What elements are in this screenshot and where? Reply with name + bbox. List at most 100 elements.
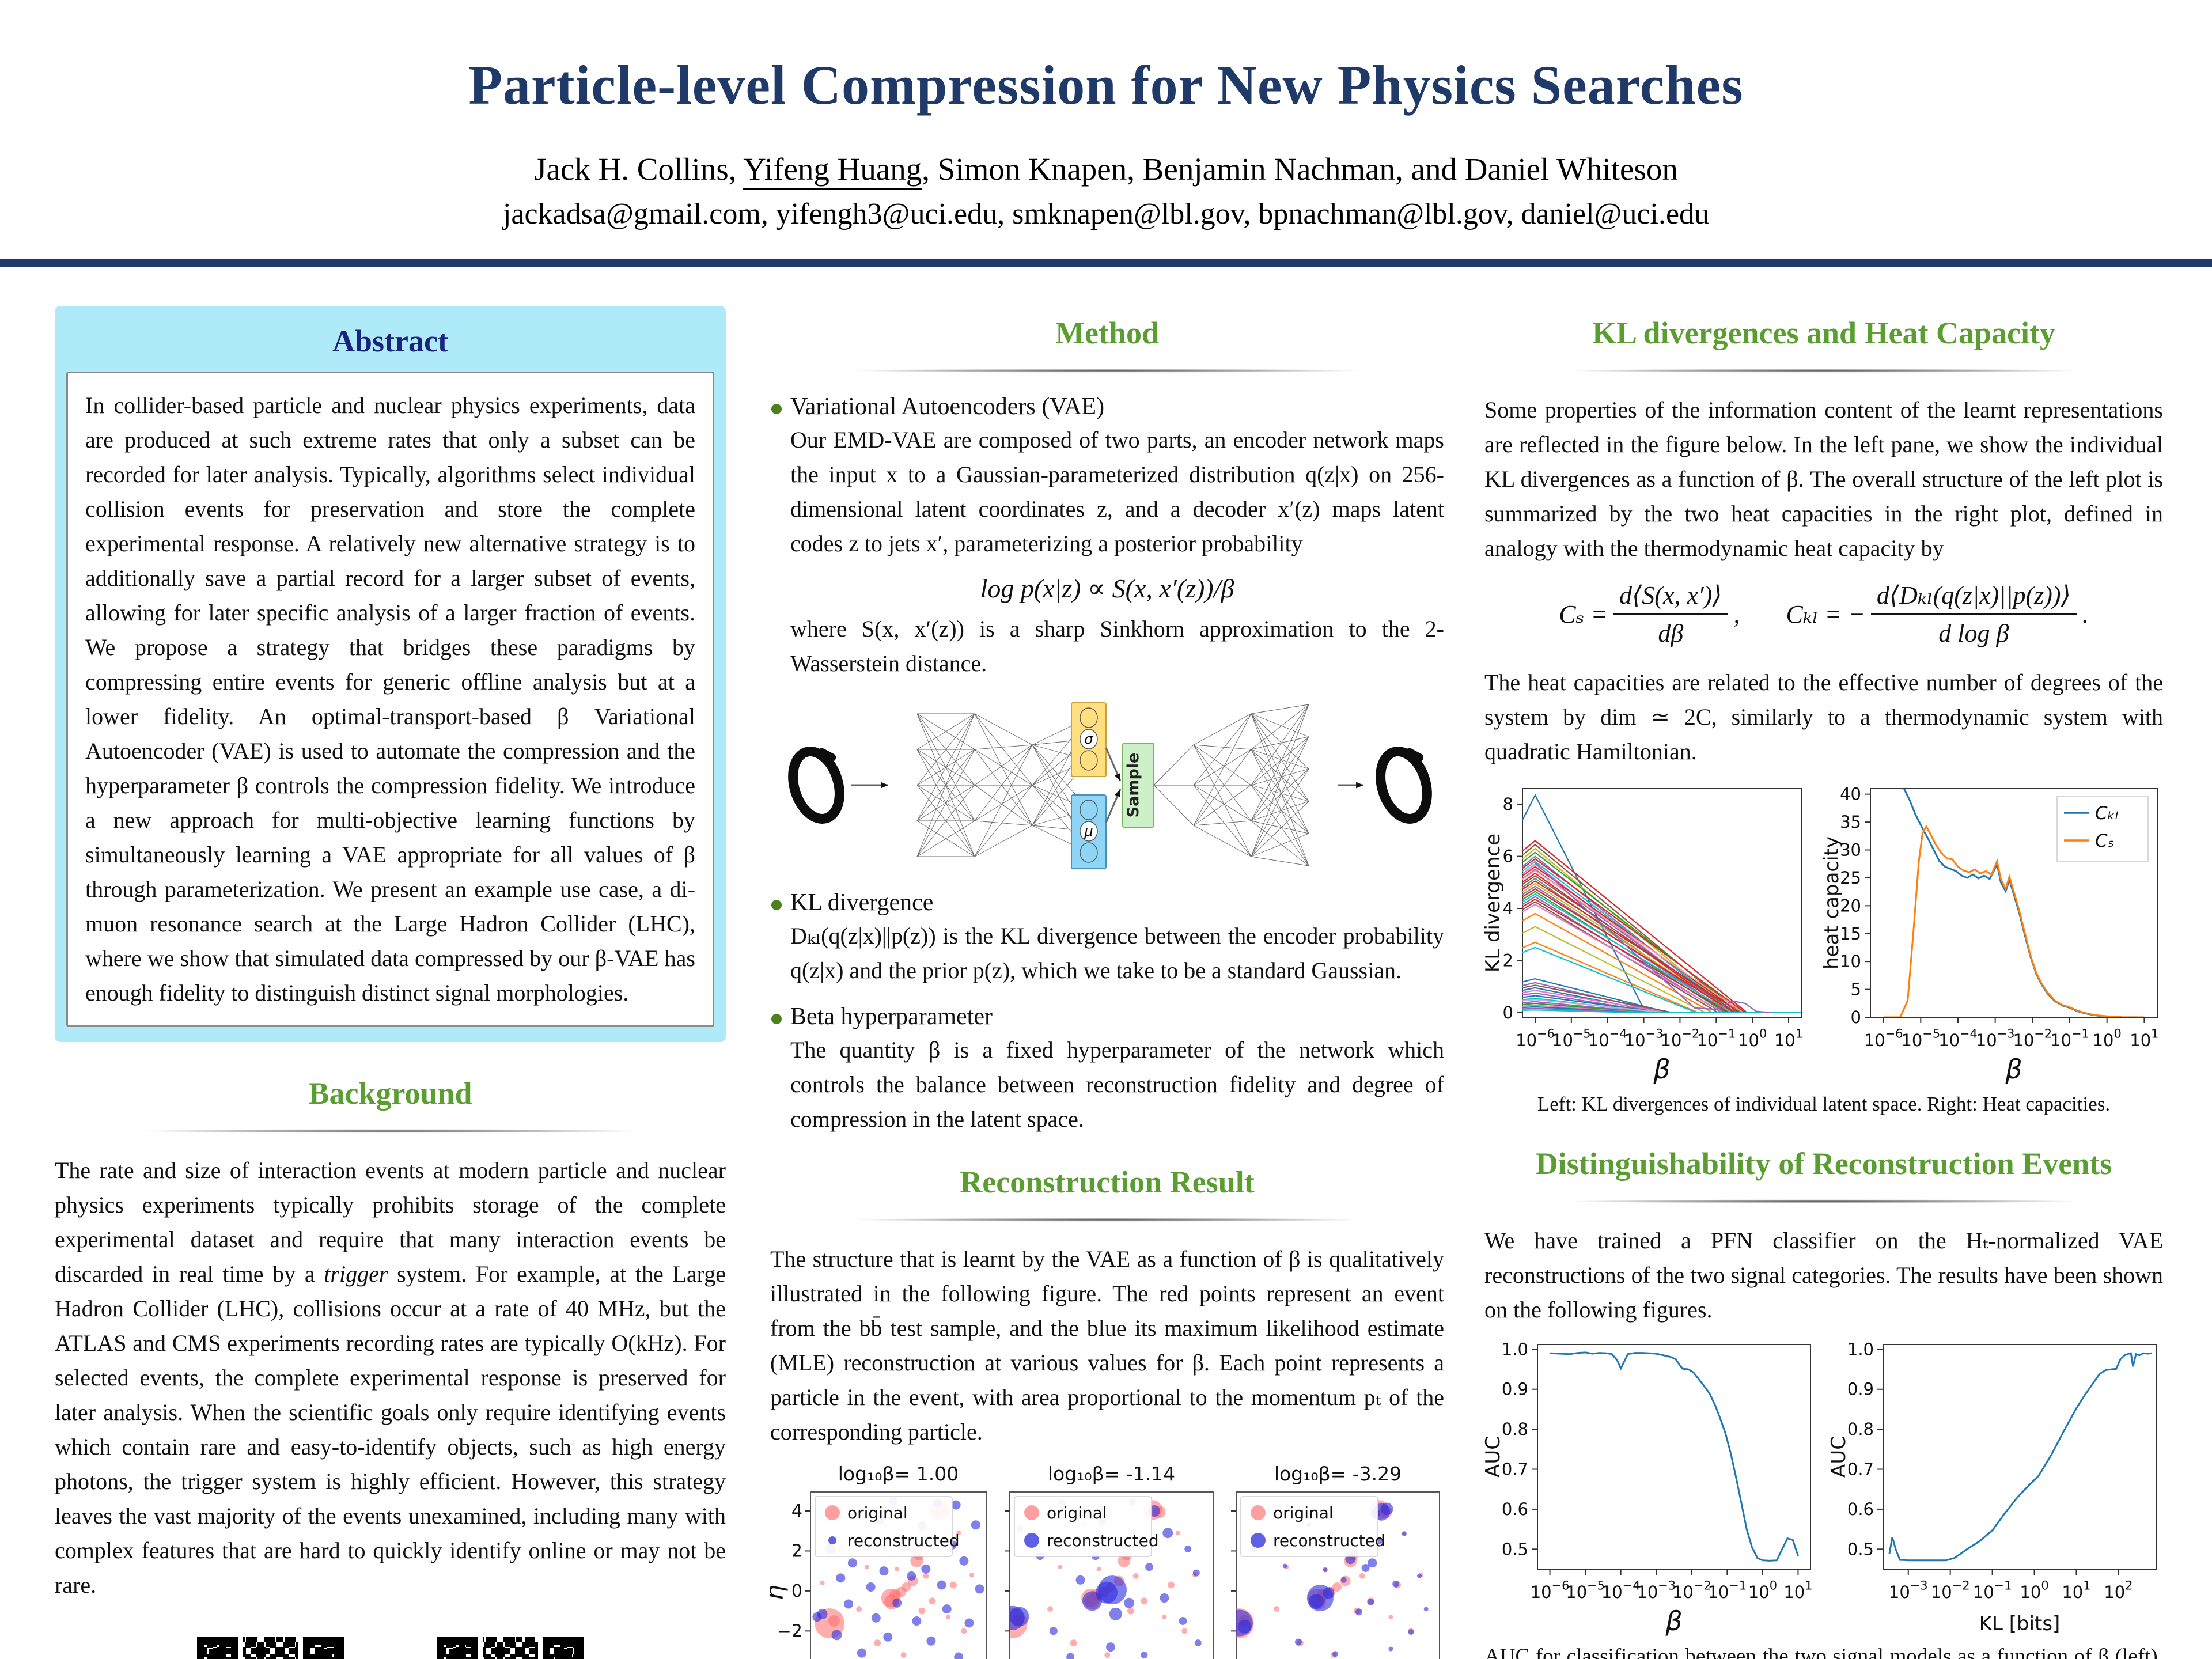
vae-bullet-after: where S(x, x′(z)) is a sharp Sinkhorn ap…	[790, 616, 1444, 676]
cs-numerator: d⟨S(x, x′)⟩	[1613, 581, 1728, 615]
svg-text:reconstructed: reconstructed	[1047, 1531, 1159, 1550]
vae-architecture-diagram: σ μ Sample	[788, 702, 1432, 869]
svg-text:AUC: AUC	[1484, 1436, 1505, 1478]
svg-text:4: 4	[791, 1501, 802, 1521]
svg-text:0: 0	[791, 1581, 802, 1601]
section-divider	[770, 1217, 1444, 1222]
header-rule	[0, 259, 2212, 267]
svg-text:15: 15	[1840, 924, 1861, 944]
qr-item-github: Github Repo	[430, 1631, 590, 1659]
klheat-body2: The heat capacities are related to the e…	[1484, 669, 2163, 764]
ckl-equation: Cₖₗ = − d⟨Dₖₗ(q(z|x)||p(z))⟩ d log β .	[1786, 581, 2088, 648]
cs-equation: Cₛ = d⟨S(x, x′)⟩ dβ ,	[1559, 581, 1740, 648]
ckl-lhs: Cₖₗ = −	[1786, 600, 1865, 628]
svg-text:101: 101	[2062, 1579, 2090, 1603]
author-underlined: Yifeng Huang	[743, 151, 922, 190]
beta-bullet-body: The quantity β is a fixed hyperparameter…	[790, 1037, 1444, 1132]
github-qr-code	[430, 1631, 590, 1659]
qr-finder-icon	[542, 1637, 584, 1659]
auc-caption: AUC for classification between the two s…	[1484, 1645, 2163, 1659]
svg-text:10−4: 10−4	[1588, 1027, 1627, 1051]
bullet-icon	[771, 900, 782, 910]
distinguish-body: We have trained a PFN classifier on the …	[1484, 1228, 2163, 1323]
authors-pre: Jack H. Collins,	[534, 151, 744, 187]
qr-row: Paper Github Repo	[55, 1631, 726, 1659]
svg-text:100: 100	[1748, 1579, 1777, 1603]
cs-tail: ,	[1733, 600, 1740, 628]
abstract-box: Abstract In collider-based particle and …	[55, 306, 726, 1042]
svg-text:102: 102	[2104, 1579, 2133, 1603]
klheat-title: KL divergences and Heat Capacity	[1592, 316, 2055, 350]
svg-text:0.9: 0.9	[1847, 1380, 1874, 1399]
svg-text:1.0: 1.0	[1502, 1339, 1528, 1359]
beta-bullet: Beta hyperparameter	[770, 1003, 1444, 1031]
svg-text:101: 101	[1774, 1027, 1803, 1051]
svg-text:20: 20	[1840, 896, 1861, 915]
ckl-tail: .	[2082, 600, 2089, 628]
bullet-icon	[771, 404, 782, 414]
svg-text:10−3: 10−3	[1976, 1027, 2015, 1051]
svg-text:10−3: 10−3	[1889, 1579, 1928, 1603]
svg-text:10−6: 10−6	[1531, 1579, 1570, 1603]
svg-text:original: original	[1273, 1503, 1334, 1522]
kl-bullet-body: Dₖₗ(q(z|x)||p(z)) is the KL divergence b…	[790, 923, 1444, 983]
svg-text:original: original	[847, 1503, 908, 1522]
svg-text:25: 25	[1840, 868, 1861, 888]
svg-text:101: 101	[2130, 1027, 2158, 1051]
kl-divergence-plot: 10−610−510−410−310−210−1 100 101 0 2 4 6 8 β KL d…	[1484, 788, 1803, 1085]
svg-text:log₁₀β= 1.00: log₁₀β= 1.00	[838, 1463, 959, 1485]
page-title: Particle-level Compression for New Physi…	[468, 54, 1744, 116]
svg-text:4: 4	[1503, 899, 1513, 918]
svg-text:8: 8	[1503, 794, 1513, 814]
ckl-numerator: d⟨Dₖₗ(q(z|x)||p(z))⟩	[1870, 581, 2077, 615]
ckl-fraction: d⟨Dₖₗ(q(z|x)||p(z))⟩ d log β	[1870, 581, 2077, 648]
svg-text:30: 30	[1840, 840, 1861, 860]
background-body: The rate and size of interaction events …	[55, 1153, 726, 1603]
svg-text:η: η	[770, 1585, 789, 1600]
svg-text:0.5: 0.5	[1847, 1539, 1874, 1559]
svg-text:2: 2	[791, 1541, 802, 1561]
section-divider	[770, 368, 1444, 373]
svg-text:5: 5	[1851, 980, 1861, 999]
heat-capacity-equations: Cₛ = d⟨S(x, x′)⟩ dβ , Cₖₗ = − d⟨Dₖₗ(q(z|…	[1484, 581, 2163, 648]
svg-text:reconstructed: reconstructed	[847, 1531, 960, 1550]
svg-text:10−4: 10−4	[1601, 1579, 1641, 1603]
trigger-word: trigger	[324, 1261, 388, 1287]
svg-text:0.5: 0.5	[1502, 1539, 1528, 1559]
qr-item-paper: Paper	[191, 1631, 350, 1659]
svg-text:log₁₀β= -3.29: log₁₀β= -3.29	[1274, 1463, 1402, 1485]
svg-text:0.8: 0.8	[1847, 1419, 1874, 1439]
svg-text:10−1: 10−1	[1707, 1579, 1747, 1603]
svg-text:2: 2	[1503, 950, 1513, 970]
method-title: Method	[1055, 316, 1159, 350]
beta-bullet-title: Beta hyperparameter	[790, 1003, 993, 1030]
abstract-body: In collider-based particle and nuclear p…	[85, 392, 695, 1006]
qr-finder-icon	[302, 1637, 344, 1659]
svg-text:Cₖₗ: Cₖₗ	[2095, 803, 2118, 824]
section-divider	[55, 1128, 726, 1134]
auc-vs-kl-plot: 10−3 10−2 10−1 100 101 102 0.5 0.6 0.7 0.8 0.9 1.0 K…	[1830, 1339, 2157, 1635]
svg-text:10−3: 10−3	[1624, 1027, 1664, 1051]
column-right: KL divergences and Heat Capacity Some pr…	[1484, 291, 2163, 1659]
abstract-title: Abstract	[332, 324, 448, 358]
svg-text:10: 10	[1840, 952, 1861, 971]
svg-text:0.8: 0.8	[1502, 1419, 1528, 1439]
svg-text:10−1: 10−1	[1696, 1027, 1736, 1051]
svg-text:0.9: 0.9	[1502, 1380, 1528, 1399]
svg-text:Cₛ: Cₛ	[2095, 831, 2114, 851]
svg-text:10−6: 10−6	[1864, 1027, 1903, 1051]
svg-text:10−1: 10−1	[2050, 1027, 2089, 1051]
svg-text:100: 100	[1738, 1027, 1767, 1051]
vae-bullet: Variational Autoencoders (VAE)	[770, 393, 1444, 421]
klheat-body1: Some properties of the information conte…	[1484, 397, 2163, 561]
section-divider	[1484, 368, 2163, 373]
vae-bullet-body: Our EMD-VAE are composed of two parts, a…	[790, 427, 1444, 556]
heat-capacity-plot: 10−610−510−410−310−210−1 100 101 0 5 10 15 20 25…	[1823, 785, 2158, 1085]
authors-line: Jack H. Collins, Yifeng Huang, Simon Kna…	[0, 151, 2212, 190]
reconstruction-body: The structure that is learnt by the VAE …	[770, 1246, 1444, 1445]
svg-text:6: 6	[1503, 847, 1513, 866]
svg-text:KL [bits]: KL [bits]	[1979, 1612, 2061, 1635]
qr-finder-icon	[196, 1637, 238, 1659]
kl-bullet-title: KL divergence	[790, 889, 934, 916]
